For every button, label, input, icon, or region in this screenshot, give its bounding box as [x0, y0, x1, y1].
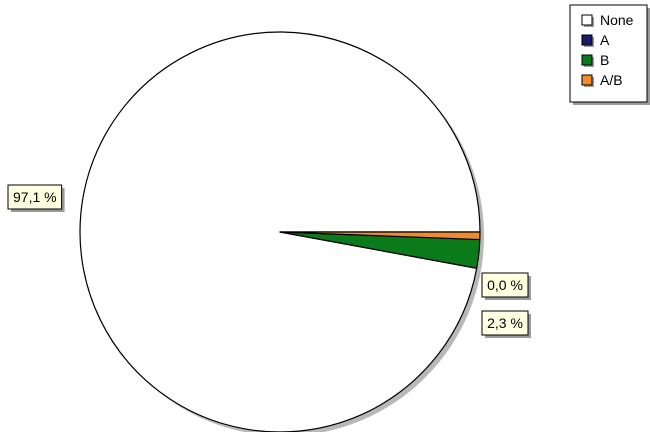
- legend-swatch-b: [581, 54, 593, 66]
- legend: None AB A/B: [569, 4, 650, 105]
- legend-label-a-b: A/B: [600, 72, 623, 88]
- legend-label-none: None: [600, 12, 634, 28]
- data-label-a-b-box: [481, 272, 529, 298]
- data-label-b: 2,3 %: [481, 310, 531, 338]
- pie-slices: [79, 31, 481, 432]
- data-label-b-box: [481, 310, 529, 336]
- legend-label-b: B: [600, 52, 609, 68]
- legend-item-b: B: [581, 52, 609, 68]
- legend-label-a: A: [600, 32, 610, 48]
- legend-swatch-a-b: [581, 74, 593, 86]
- data-label-none: 97,1 %: [7, 184, 65, 212]
- data-label-none-box: [7, 184, 63, 210]
- data-labels: 97,1 % 2,3 % 0,0 %: [7, 184, 531, 338]
- data-label-b-text: 2,3 %: [487, 315, 523, 331]
- legend-item-a: A: [581, 32, 610, 48]
- data-label-a-b-text: 0,0 %: [487, 277, 523, 293]
- data-label-a-b: 0,0 %: [481, 272, 531, 300]
- legend-item-none: None: [581, 12, 634, 28]
- legend-swatch-none: [581, 14, 593, 26]
- legend-item-a-b: A/B: [581, 72, 623, 88]
- pie-slice-a-b: [279, 231, 481, 241]
- data-label-none-text: 97,1 %: [13, 189, 57, 205]
- legend-swatch-a: [581, 34, 593, 46]
